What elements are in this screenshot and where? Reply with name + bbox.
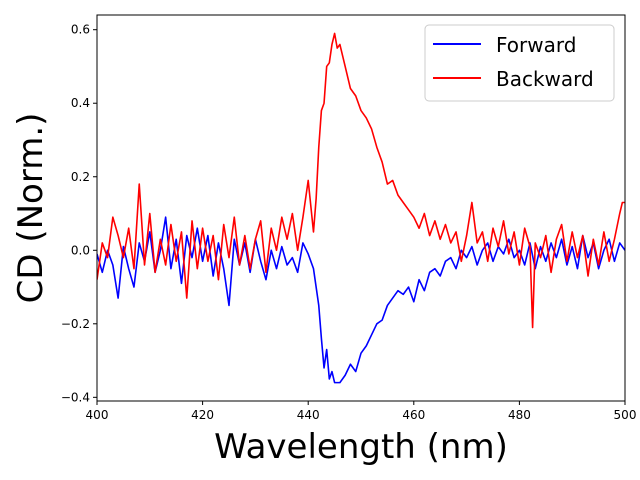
- x-tick-label: 460: [402, 408, 425, 422]
- y-tick-label: 0.0: [71, 243, 90, 257]
- y-tick-label: −0.4: [61, 390, 90, 404]
- x-tick-label: 440: [297, 408, 320, 422]
- legend-label-forward: Forward: [496, 33, 576, 57]
- y-axis-title: CD (Norm.): [11, 113, 51, 304]
- series-line-backward: [97, 32, 625, 329]
- y-axis: −0.4 −0.2 0.0 0.2 0.4 0.6: [61, 23, 97, 404]
- plot-frame: [96, 14, 626, 402]
- y-tick-label: −0.2: [61, 317, 90, 331]
- x-axis-title: Wavelength (nm): [214, 427, 508, 467]
- legend-label-backward: Backward: [496, 67, 594, 91]
- x-tick-label: 500: [614, 408, 637, 422]
- plot-lines: [97, 32, 625, 384]
- series-line-forward: [97, 216, 625, 384]
- x-tick-label: 420: [191, 408, 214, 422]
- x-tick-label: 400: [86, 408, 109, 422]
- x-tick-label: 480: [508, 408, 531, 422]
- x-axis: 400 420 440 460 480 500: [86, 401, 637, 422]
- y-tick-label: 0.2: [71, 170, 90, 184]
- y-tick-label: 0.6: [71, 23, 90, 37]
- y-tick-label: 0.4: [71, 96, 90, 110]
- legend: Forward Backward: [424, 24, 615, 102]
